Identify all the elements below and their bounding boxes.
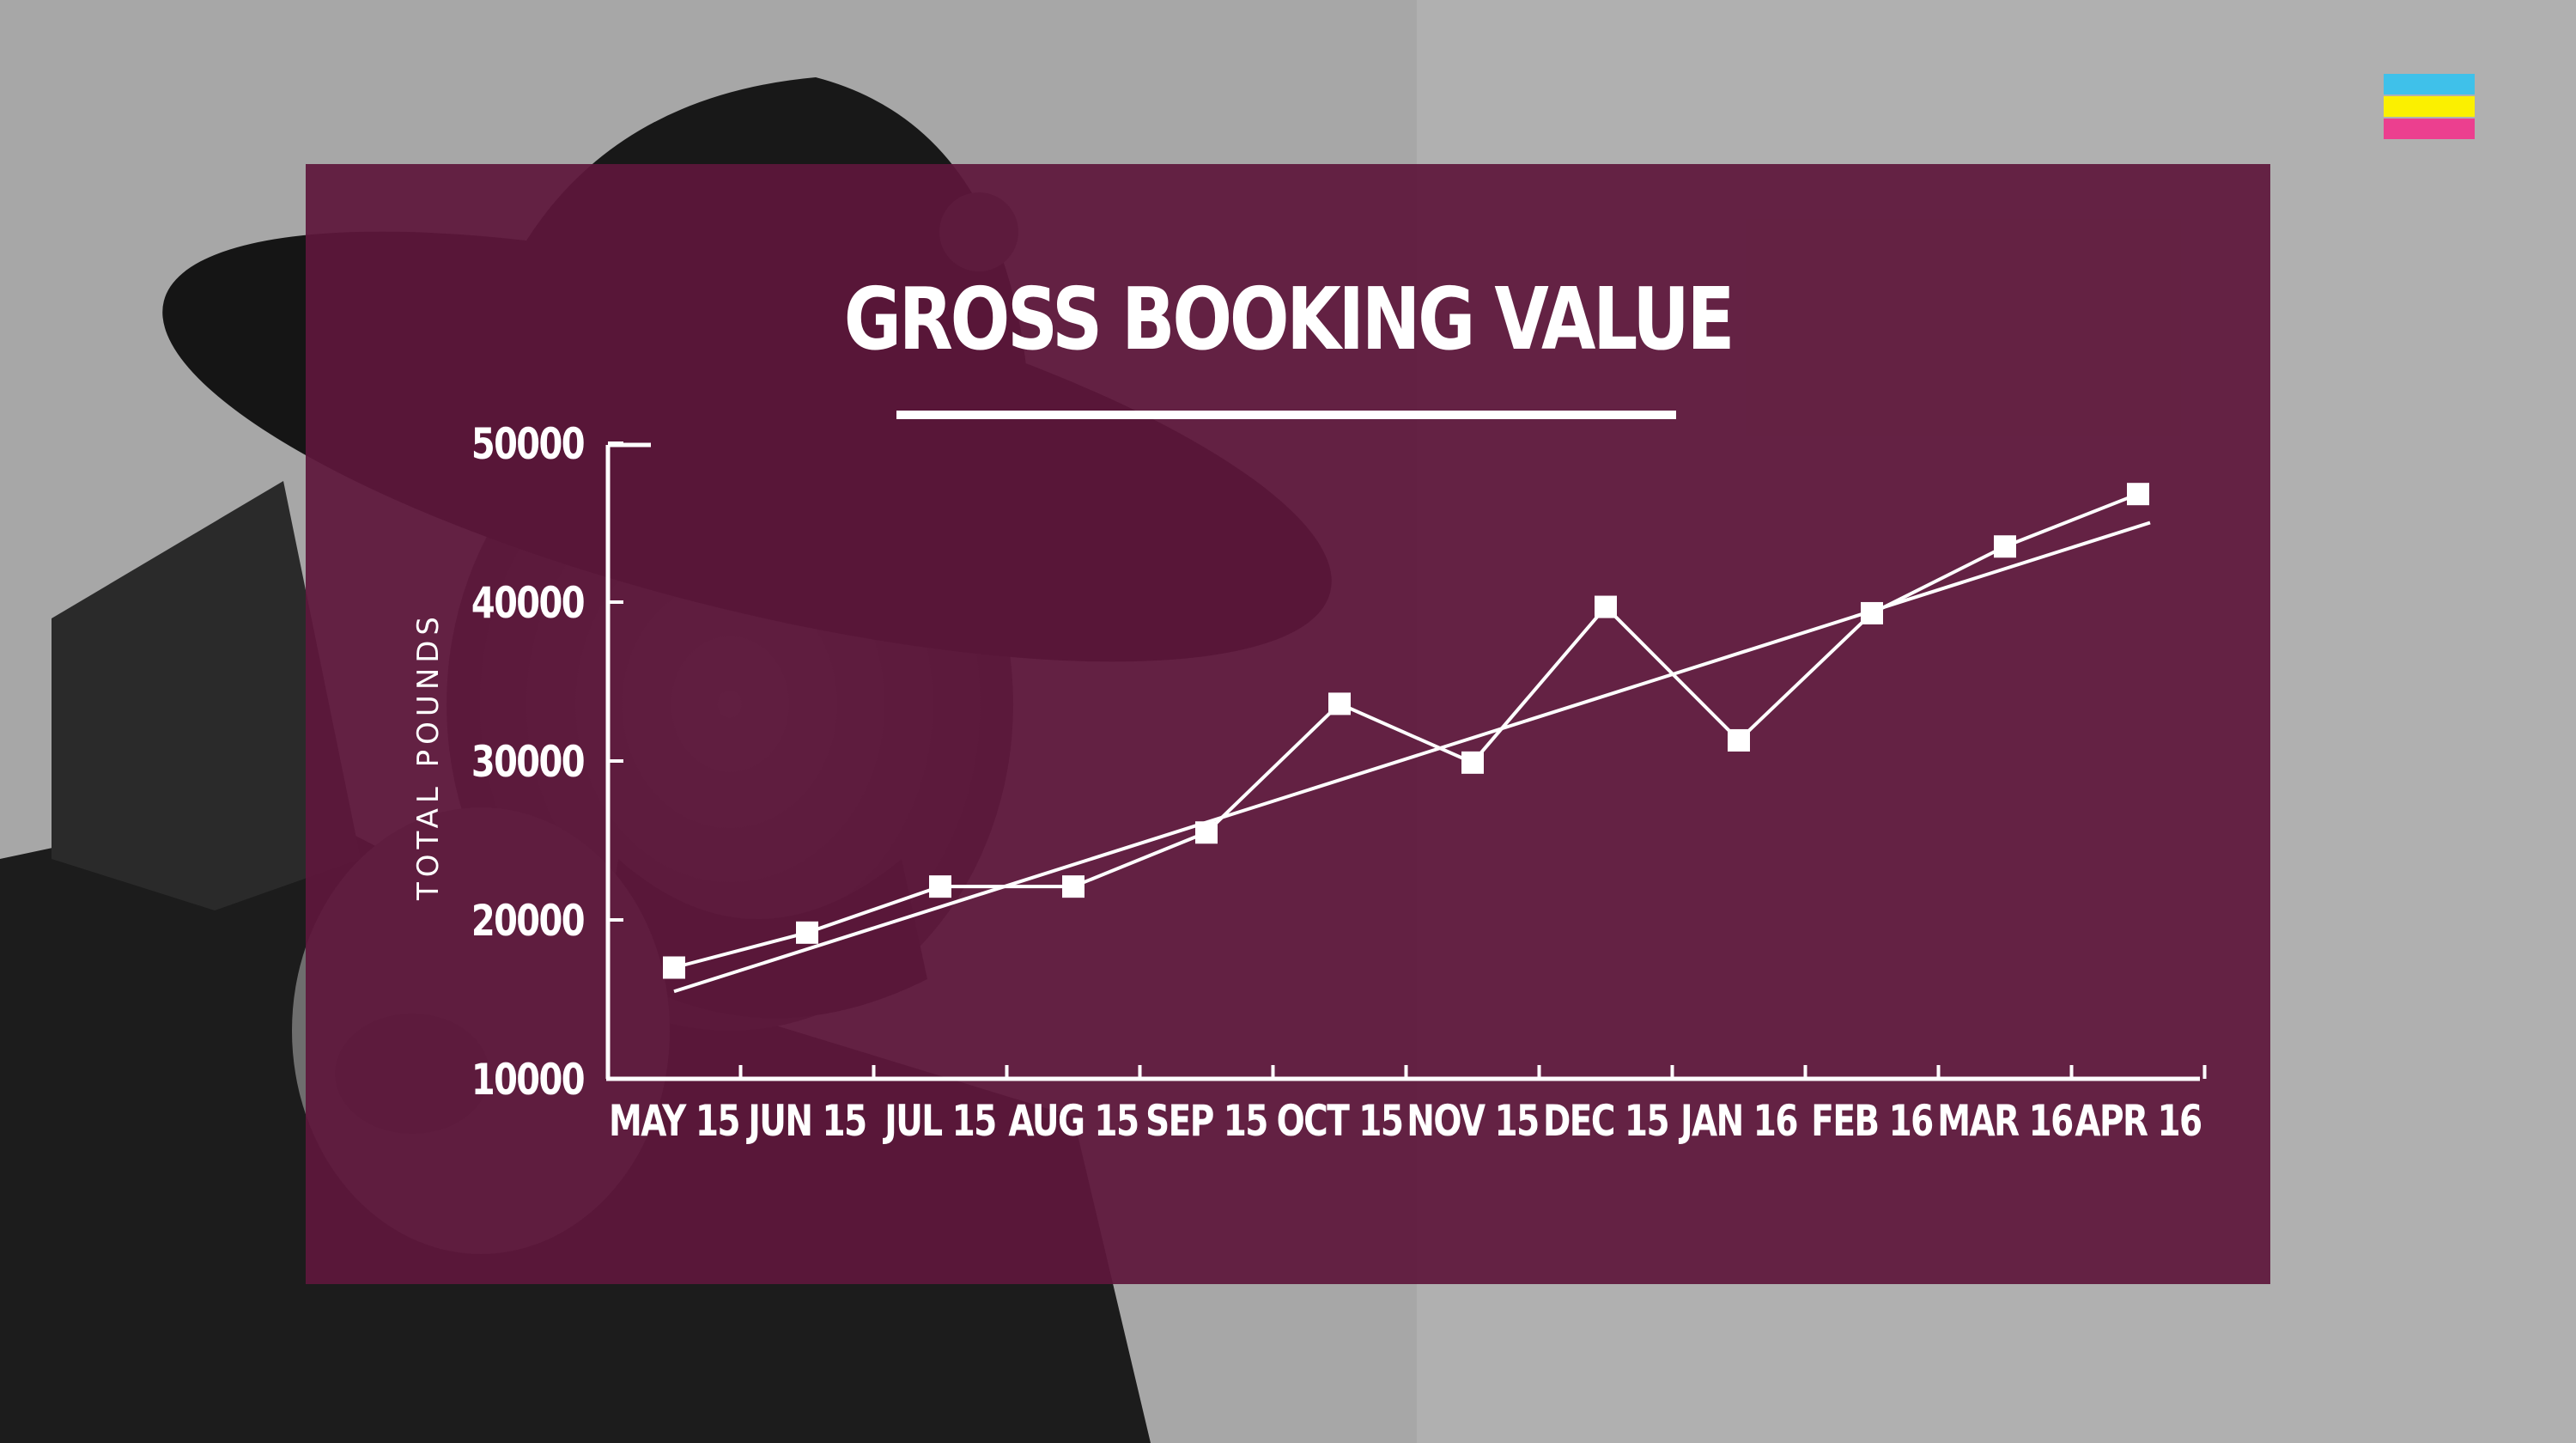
- data-point-marker: [1595, 595, 1617, 618]
- logo-stripe-blue: [2384, 74, 2475, 94]
- data-point-marker: [2127, 483, 2149, 506]
- logo-stripe-pink: [2384, 119, 2475, 139]
- y-tick-label: 20000: [471, 896, 584, 947]
- trendline-layer: [673, 521, 2151, 994]
- x-tick-label: MAY 15: [609, 1095, 739, 1146]
- brand-logo: [2384, 74, 2475, 141]
- y-tick-label: 40000: [471, 578, 584, 629]
- y-tick-labels: 10000 20000 30000 40000 50000: [471, 419, 586, 1105]
- trend-line: [673, 521, 2151, 994]
- x-tick-label: JAN 16: [1678, 1095, 1796, 1146]
- series-layer: [663, 483, 2149, 979]
- data-point-marker: [1728, 728, 1750, 752]
- data-point-marker: [1195, 821, 1218, 844]
- x-tick-label: AUG 15: [1008, 1095, 1138, 1146]
- x-tick-label: MAR 16: [1937, 1095, 2072, 1146]
- title-underline: [896, 411, 1676, 419]
- data-point-marker: [1861, 601, 1883, 624]
- data-point-marker: [929, 875, 951, 898]
- x-tick-label: FEB 16: [1811, 1095, 1932, 1146]
- series-line: [673, 492, 2139, 970]
- x-tick-label: JUN 15: [746, 1095, 866, 1146]
- data-point-marker: [796, 921, 818, 944]
- x-tick-label: OCT 15: [1277, 1095, 1403, 1146]
- x-tick-label: NOV 15: [1406, 1095, 1538, 1146]
- y-axis-label: TOTAL POUNDS: [411, 612, 446, 901]
- x-tick-label: JUL 15: [883, 1095, 996, 1146]
- x-tick-label: SEP 15: [1145, 1095, 1267, 1146]
- data-point-marker: [663, 956, 685, 979]
- x-tick-labels: MAY 15 JUN 15 JUL 15 AUG 15 SEP 15 OCT 15 NOV …: [609, 1095, 2202, 1146]
- data-point-marker: [1461, 751, 1484, 774]
- y-tick-label: 30000: [471, 737, 584, 788]
- logo-stripe-yellow: [2384, 96, 2475, 117]
- data-point-marker: [1328, 692, 1351, 715]
- data-point-marker: [1994, 535, 2016, 558]
- y-tick-label: 10000: [471, 1055, 584, 1105]
- x-tick-label: DEC 15: [1543, 1095, 1668, 1146]
- chart-title: GROSS BOOKING VALUE: [843, 269, 1735, 369]
- y-tick-label: 50000: [471, 419, 584, 470]
- data-point-marker: [1062, 875, 1084, 898]
- chart-panel: [306, 164, 2270, 1284]
- x-tick-label: APR 16: [2075, 1095, 2201, 1146]
- chart-axes: [605, 441, 2207, 1081]
